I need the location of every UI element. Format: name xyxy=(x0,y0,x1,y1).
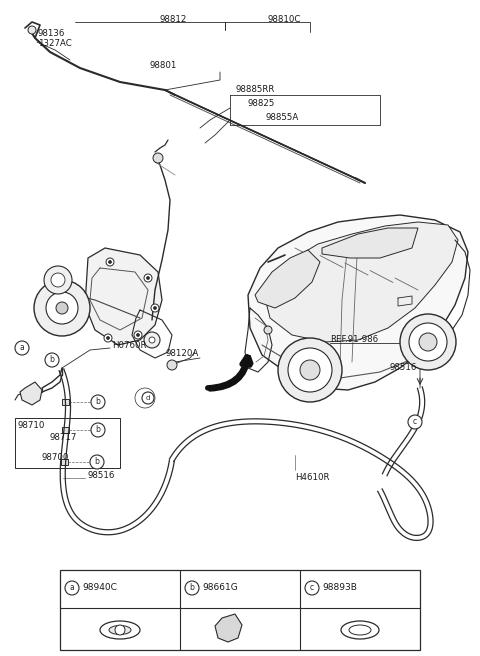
Circle shape xyxy=(144,274,152,282)
Circle shape xyxy=(107,337,109,340)
Circle shape xyxy=(136,333,140,337)
Text: b: b xyxy=(96,398,100,407)
Circle shape xyxy=(305,581,319,595)
Text: d: d xyxy=(146,395,150,401)
Polygon shape xyxy=(215,614,242,642)
Circle shape xyxy=(65,581,79,595)
Circle shape xyxy=(154,306,156,310)
Text: c: c xyxy=(413,417,417,426)
Polygon shape xyxy=(255,250,320,308)
Text: 98825: 98825 xyxy=(248,100,276,108)
Circle shape xyxy=(44,266,72,294)
Circle shape xyxy=(106,258,114,266)
Text: 1327AC: 1327AC xyxy=(38,39,72,49)
Ellipse shape xyxy=(109,626,131,634)
Text: b: b xyxy=(49,356,54,365)
Circle shape xyxy=(149,337,155,343)
Polygon shape xyxy=(20,382,42,405)
Text: 98810C: 98810C xyxy=(268,16,301,24)
Circle shape xyxy=(151,304,159,312)
Text: 98661G: 98661G xyxy=(202,583,238,592)
Text: 98516: 98516 xyxy=(88,472,115,480)
Text: 98855A: 98855A xyxy=(265,113,298,123)
Text: 98700: 98700 xyxy=(42,453,70,462)
Circle shape xyxy=(408,415,422,429)
Circle shape xyxy=(144,332,160,348)
Circle shape xyxy=(400,314,456,370)
Text: b: b xyxy=(96,426,100,434)
Circle shape xyxy=(167,360,177,370)
Polygon shape xyxy=(85,248,162,345)
Text: 98717: 98717 xyxy=(50,434,77,443)
Text: c: c xyxy=(310,583,314,592)
FancyArrowPatch shape xyxy=(210,357,252,390)
Circle shape xyxy=(115,625,125,635)
Text: H4610R: H4610R xyxy=(295,474,329,483)
Ellipse shape xyxy=(100,621,140,639)
Circle shape xyxy=(34,280,90,336)
Text: 98136: 98136 xyxy=(38,30,65,39)
Text: 98885RR: 98885RR xyxy=(235,85,275,94)
Circle shape xyxy=(419,333,437,351)
Text: a: a xyxy=(70,583,74,592)
Circle shape xyxy=(45,353,59,367)
Circle shape xyxy=(51,273,65,287)
Ellipse shape xyxy=(349,625,371,635)
Circle shape xyxy=(28,26,36,34)
Circle shape xyxy=(46,292,78,324)
Text: H0760R: H0760R xyxy=(112,342,146,350)
Bar xyxy=(62,427,69,433)
FancyArrowPatch shape xyxy=(208,357,250,388)
Bar xyxy=(61,459,68,465)
Circle shape xyxy=(264,326,272,334)
Circle shape xyxy=(278,338,342,402)
Circle shape xyxy=(90,455,104,469)
Circle shape xyxy=(56,302,68,314)
Text: b: b xyxy=(190,583,194,592)
Text: 98812: 98812 xyxy=(160,16,187,24)
Circle shape xyxy=(91,423,105,437)
Text: 98516: 98516 xyxy=(390,363,418,373)
Circle shape xyxy=(153,153,163,163)
Text: 98893B: 98893B xyxy=(322,583,357,592)
Text: b: b xyxy=(95,457,99,466)
Polygon shape xyxy=(248,215,468,390)
Circle shape xyxy=(146,276,149,279)
Circle shape xyxy=(134,331,142,339)
Circle shape xyxy=(104,334,112,342)
Circle shape xyxy=(91,395,105,409)
Bar xyxy=(60,570,420,650)
Circle shape xyxy=(185,581,199,595)
Text: a: a xyxy=(20,344,24,352)
Circle shape xyxy=(15,341,29,355)
Text: REF.91-986: REF.91-986 xyxy=(330,335,378,344)
Circle shape xyxy=(142,392,154,404)
Bar xyxy=(62,399,69,405)
Polygon shape xyxy=(265,222,458,342)
Polygon shape xyxy=(322,228,418,258)
Ellipse shape xyxy=(341,621,379,639)
Text: 98120A: 98120A xyxy=(165,350,198,358)
Text: 98710: 98710 xyxy=(18,422,46,430)
Text: 98940C: 98940C xyxy=(82,583,117,592)
Circle shape xyxy=(300,360,320,380)
Bar xyxy=(15,418,120,468)
Circle shape xyxy=(108,260,111,264)
Text: 98801: 98801 xyxy=(150,62,178,70)
Circle shape xyxy=(288,348,332,392)
Circle shape xyxy=(409,323,447,361)
